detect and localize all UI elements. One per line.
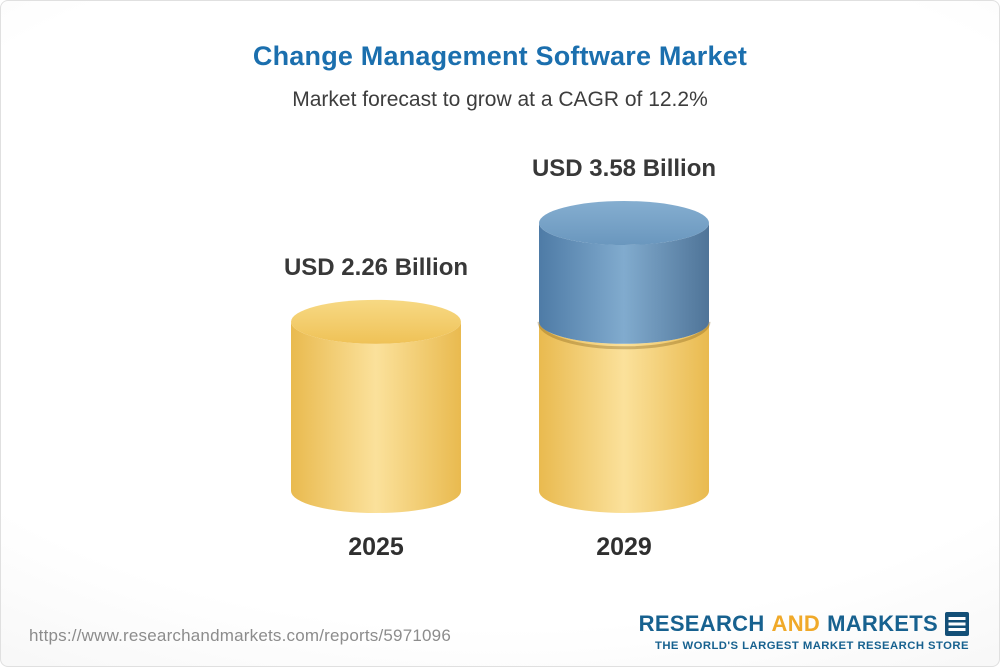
category-label-2025: 2025 xyxy=(348,533,404,561)
logo-word-and: AND xyxy=(771,611,821,636)
category-label-2029: 2029 xyxy=(596,533,652,561)
header: Change Management Software Market Market… xyxy=(1,41,999,112)
logo-word-research: RESEARCH xyxy=(638,611,765,636)
value-label-2029: USD 3.58 Billion xyxy=(531,155,717,182)
source-url: https://www.researchandmarkets.com/repor… xyxy=(29,626,451,645)
value-label-2025: USD 2.26 Billion xyxy=(283,253,469,281)
logo-wordmark: RESEARCH AND MARKETS xyxy=(639,612,969,636)
page-title: Change Management Software Market xyxy=(252,41,748,71)
logo-tagline: THE WORLD'S LARGEST MARKET RESEARCH STOR… xyxy=(654,640,969,652)
flag-icon xyxy=(945,612,969,636)
logo-word-markets: MARKETS xyxy=(827,611,938,636)
page-subtitle: Market forecast to grow at a CAGR of 12.… xyxy=(292,88,708,111)
research-and-markets-logo: RESEARCH AND MARKETS THE WORLD'S LARGEST… xyxy=(639,612,969,652)
